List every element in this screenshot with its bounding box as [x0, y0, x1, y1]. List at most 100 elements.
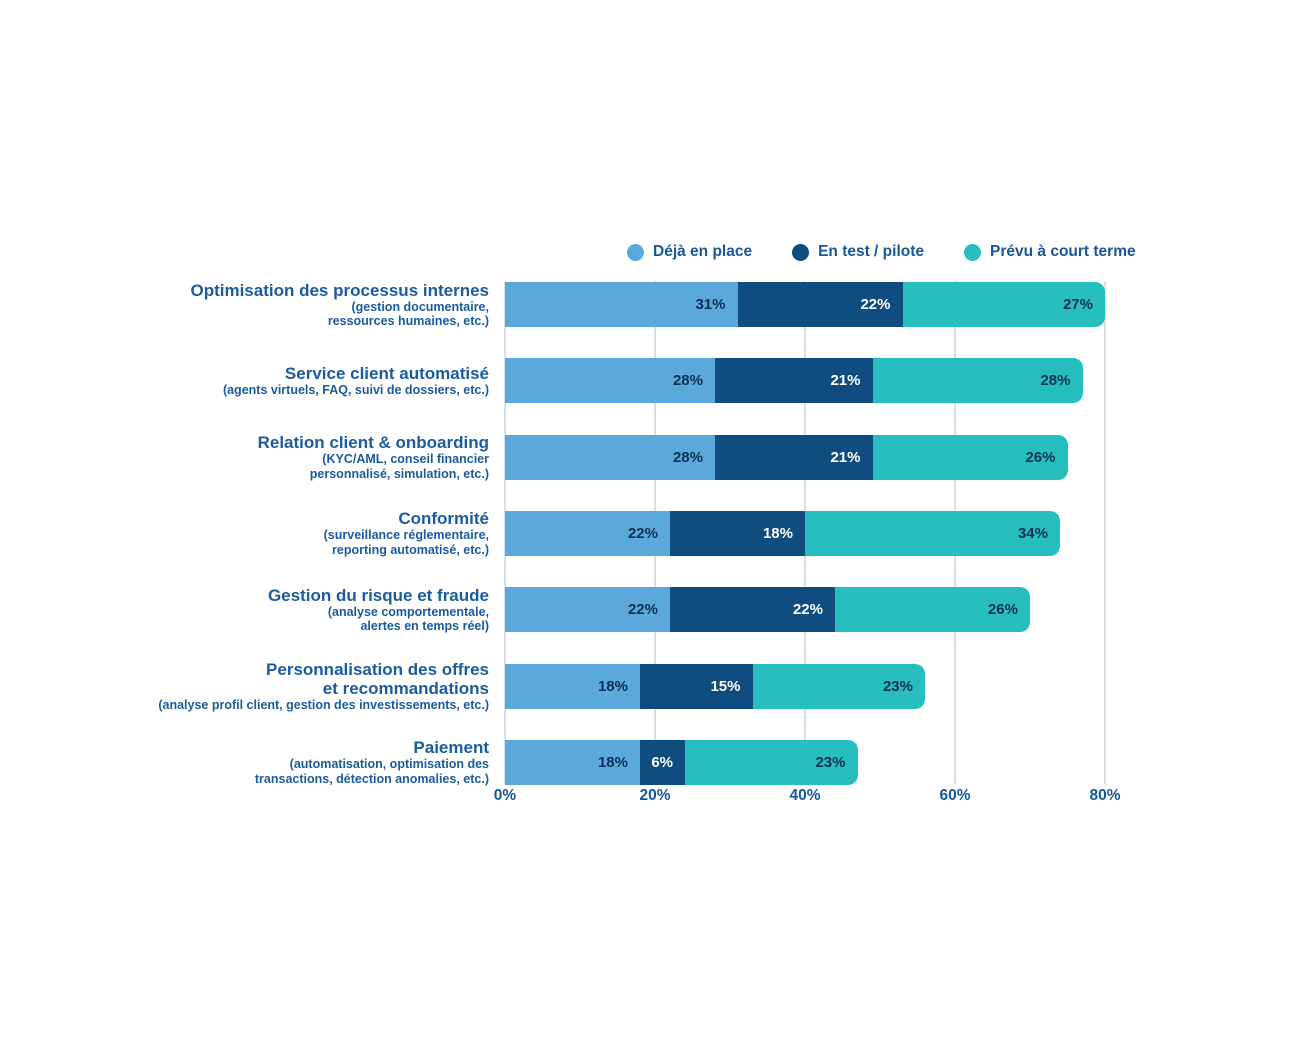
segment-value-label: 21% — [830, 448, 861, 466]
stacked-bar: 22% 22% 26% — [505, 587, 1030, 633]
bar-segment: 34% — [805, 510, 1060, 556]
category-title-line: Conformité — [398, 509, 489, 529]
segment-value-label: 21% — [830, 372, 861, 390]
segment-value-label: 34% — [1017, 524, 1048, 542]
category-title-line: Personnalisation des offres — [266, 659, 489, 679]
legend: Déjà en place En test / pilote Prévu à c… — [627, 241, 1136, 263]
bar-segment: 31% — [505, 282, 738, 327]
bar-segment: 15% — [640, 663, 753, 709]
bar-segment: 6% — [640, 739, 685, 785]
segment-value-label: 23% — [815, 753, 846, 771]
chart-row: Paiement (automatisation, optimisation de… — [0, 738, 1300, 786]
bar-segment: 18% — [505, 663, 640, 709]
chart-row: Relation client & onboarding (KYC/AML, co… — [0, 433, 1300, 481]
bar-segment: 21% — [715, 358, 873, 404]
segment-value-label: 18% — [762, 524, 793, 542]
bar-segment: 23% — [752, 663, 925, 709]
category-subtitle-line: transactions, détection anomalies, etc.) — [254, 771, 489, 786]
segment-value-label: 26% — [987, 601, 1018, 619]
legend-dot-icon — [792, 243, 810, 261]
category-subtitle-line: personnalisé, simulation, etc.) — [309, 466, 489, 481]
category-title-line: Optimisation des processus internes — [190, 280, 489, 300]
chart-row: Gestion du risque et fraude (analyse comp… — [0, 585, 1300, 634]
bar-rows: Optimisation des processus internes (gest… — [0, 280, 1300, 792]
legend-dot-icon — [964, 243, 982, 261]
chart-row: Personnalisation des offres et recommanda… — [0, 660, 1300, 712]
category-title-line: et recommandations — [322, 678, 489, 698]
bar-segment: 18% — [505, 739, 640, 785]
segment-value-label: 18% — [597, 677, 628, 695]
category-subtitle-line: alertes en temps réel) — [360, 619, 489, 634]
bar-segment: 22% — [505, 510, 670, 556]
category-subtitle-line: (agents virtuels, FAQ, suivi de dossiers… — [222, 383, 489, 398]
stacked-bar: 22% 18% 34% — [505, 510, 1060, 556]
category-title-line: Service client automatisé — [284, 364, 489, 384]
bar-segment: 27% — [902, 282, 1105, 327]
stacked-bar: 31% 22% 27% — [505, 282, 1105, 327]
segment-value-label: 31% — [695, 296, 726, 313]
chart-row: Service client automatisé (agents virtuel… — [0, 358, 1300, 404]
bar-segment: 22% — [670, 587, 835, 633]
category-label: Personnalisation des offres et recommanda… — [0, 660, 489, 712]
bar-segment: 28% — [505, 358, 715, 404]
category-label: Paiement (automatisation, optimisation de… — [0, 738, 489, 786]
category-label: Optimisation des processus internes (gest… — [0, 280, 489, 329]
bar-segment: 28% — [872, 358, 1083, 404]
legend-dot-icon — [627, 243, 644, 261]
stacked-bar: 28% 21% 26% — [505, 434, 1068, 480]
bar-segment: 22% — [737, 282, 903, 327]
bar-segment: 26% — [835, 587, 1030, 633]
gridline — [1104, 281, 1106, 784]
segment-value-label: 22% — [627, 601, 658, 619]
stacked-bar: 28% 21% 28% — [505, 358, 1083, 404]
category-subtitle-line: (gestion documentaire, — [351, 299, 489, 314]
segment-value-label: 6% — [651, 753, 673, 771]
x-tick-label: 40% — [789, 787, 821, 804]
segment-value-label: 28% — [672, 448, 703, 466]
category-subtitle-line: (analyse comportementale, — [327, 604, 489, 619]
legend-label: En test / pilote — [818, 243, 925, 260]
category-subtitle-line: (surveillance réglementaire, — [323, 528, 489, 543]
chart-row: Conformité (surveillance réglementaire, re… — [0, 509, 1300, 557]
legend-label: Prévu à court terme — [990, 243, 1136, 260]
x-tick-label: 0% — [493, 787, 517, 804]
segment-value-label: 18% — [597, 753, 628, 771]
category-title-line: Relation client & onboarding — [257, 433, 489, 453]
legend-item-en-test-pilote: En test / pilote — [792, 243, 924, 261]
chart-row: Optimisation des processus internes (gest… — [0, 280, 1300, 329]
category-subtitle-line: ressources humaines, etc.) — [327, 314, 489, 328]
category-title-line: Gestion du risque et fraude — [267, 585, 489, 605]
category-title-line: Paiement — [413, 738, 489, 758]
category-label: Conformité (surveillance réglementaire, re… — [0, 509, 489, 557]
segment-value-label: 22% — [860, 296, 891, 313]
x-axis: 0% 20% 40% 60% 80% — [494, 787, 1121, 809]
category-subtitle-line: (KYC/AML, conseil financier — [322, 452, 489, 467]
bar-segment: 26% — [872, 434, 1068, 480]
segment-value-label: 22% — [627, 524, 658, 542]
segment-value-label: 26% — [1025, 448, 1056, 466]
bar-segment: 21% — [715, 434, 873, 480]
category-subtitle-line: reporting automatisé, etc.) — [332, 542, 489, 557]
segment-value-label: 23% — [882, 677, 913, 695]
x-tick-label: 80% — [1089, 787, 1121, 804]
category-subtitle-line: (automatisation, optimisation des — [289, 757, 489, 772]
segment-value-label: 28% — [672, 372, 703, 390]
segment-value-label: 27% — [1062, 296, 1093, 313]
stacked-bar: 18% 15% 23% — [505, 663, 925, 709]
stacked-bar: 18% 6% 23% — [505, 739, 858, 785]
legend-item-deja-en-place: Déjà en place — [627, 243, 752, 261]
segment-value-label: 22% — [792, 601, 823, 619]
bar-segment: 28% — [505, 434, 715, 480]
category-subtitle-line: (analyse profil client, gestion des inve… — [158, 697, 489, 712]
category-label: Gestion du risque et fraude (analyse comp… — [0, 585, 489, 634]
bar-segment: 23% — [685, 739, 858, 785]
category-label: Relation client & onboarding (KYC/AML, co… — [0, 433, 489, 481]
legend-item-prevu-court-terme: Prévu à court terme — [964, 243, 1136, 261]
bar-segment: 18% — [670, 510, 805, 556]
segment-value-label: 15% — [710, 677, 741, 695]
segment-value-label: 28% — [1040, 372, 1071, 390]
x-tick-label: 20% — [639, 787, 671, 804]
x-tick-label: 60% — [939, 787, 971, 804]
legend-label: Déjà en place — [653, 243, 753, 260]
